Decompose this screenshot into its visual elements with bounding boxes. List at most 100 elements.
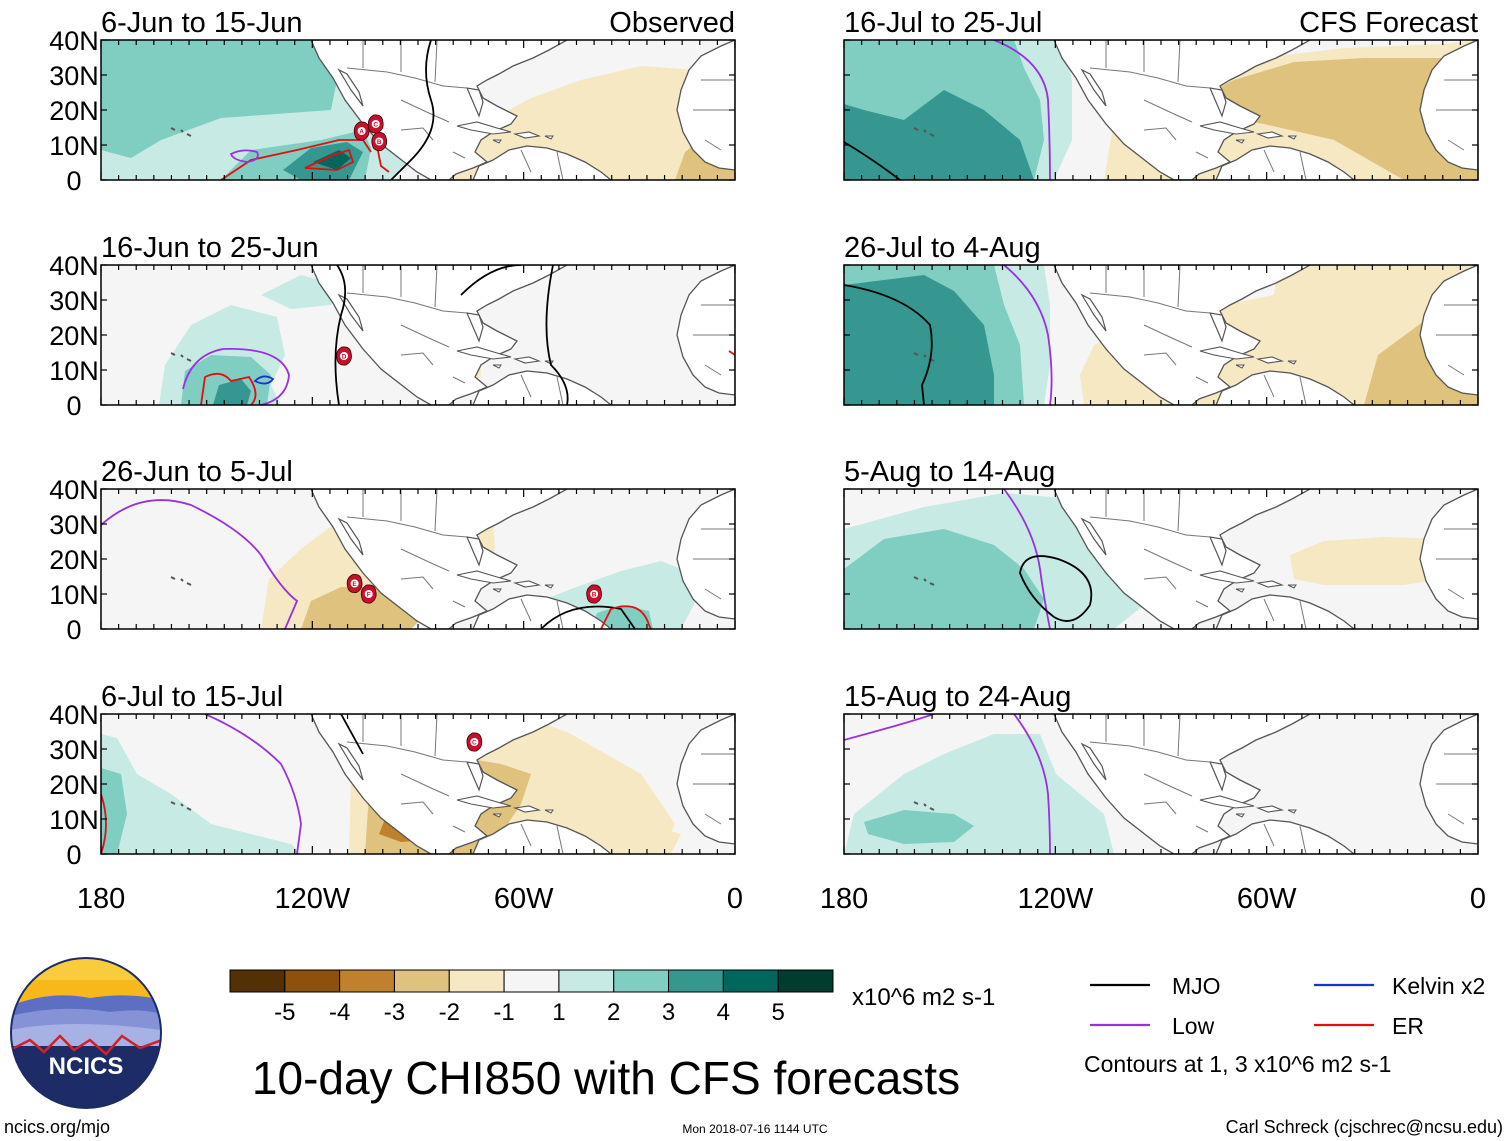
- colorbar: -5 -4 -3 -2 -1 1 2 3 4 5: [229, 969, 834, 1026]
- colorbar-label: 5: [772, 999, 785, 1026]
- colorbar-swatch: [558, 969, 615, 993]
- contour-line: [545, 265, 569, 405]
- lat-tick-label: 30N: [49, 735, 99, 765]
- lat-tick-label: 20N: [49, 545, 99, 575]
- footer-author: Carl Schreck (cjschrec@ncsu.edu): [1226, 1117, 1503, 1137]
- colorbar-label: 1: [552, 999, 565, 1026]
- lat-tick-label: 40N: [49, 700, 99, 730]
- contour-line: [220, 139, 372, 180]
- footer-url: ncics.org/mjo: [4, 1117, 110, 1137]
- lat-tick-label: 10N: [49, 580, 99, 610]
- lat-tick-label: 30N: [49, 286, 99, 316]
- panel-source-label: CFS Forecast: [1299, 7, 1478, 39]
- anomaly-region-p1: [101, 734, 301, 854]
- anomaly-region-p3: [213, 379, 251, 405]
- panel-title: 16-Jun to 25-Jun: [101, 232, 319, 264]
- lat-tick-label: 0: [66, 615, 81, 645]
- colorbar-label: 4: [717, 999, 730, 1026]
- colorbar-swatch: [503, 969, 560, 993]
- contour-line: [200, 372, 257, 405]
- contour-line: [390, 40, 435, 180]
- lon-tick-label: 120W: [274, 883, 350, 915]
- lon-tick-label: 120W: [1017, 883, 1093, 915]
- colorbar-swatch: [339, 969, 395, 993]
- svg-text:C: C: [472, 739, 477, 746]
- colorbar-label: -4: [329, 999, 350, 1026]
- colorbar-label: 2: [607, 999, 620, 1026]
- lat-tick-label: 30N: [49, 61, 99, 91]
- lon-tick-label: 60W: [1237, 883, 1297, 915]
- colorbar-swatch: [613, 969, 670, 993]
- contour-line: [1019, 555, 1093, 622]
- contour-line: [182, 348, 290, 405]
- panel-title: 5-Aug to 14-Aug: [844, 456, 1055, 488]
- panel-title: 26-Jul to 4-Aug: [844, 232, 1041, 264]
- svg-text:A: A: [359, 128, 364, 135]
- colorbar-label: -5: [274, 999, 295, 1026]
- colorbar-swatch: [229, 969, 286, 993]
- lat-tick-label: 20N: [49, 770, 99, 800]
- panel-title: 6-Jul to 15-Jul: [101, 681, 283, 713]
- anomaly-region-p2: [591, 605, 653, 629]
- lat-tick-label: 10N: [49, 356, 99, 386]
- anomaly-region-p2: [844, 529, 1044, 629]
- anomaly-region-p2: [864, 810, 974, 844]
- svg-text:C: C: [373, 121, 378, 128]
- colorbar-label: 3: [662, 999, 675, 1026]
- storm-marker-E: E: [346, 573, 363, 594]
- lat-tick-label: 40N: [49, 475, 99, 505]
- contour-line: [101, 499, 299, 629]
- contour-line: [253, 375, 275, 385]
- panel-title: 6-Jun to 15-Jun: [101, 7, 303, 39]
- contour-line: [340, 714, 364, 755]
- legend-label: ER: [1392, 1013, 1424, 1039]
- colorbar-swatch: [722, 969, 779, 993]
- svg-text:B: B: [377, 139, 382, 146]
- lat-tick-label: 20N: [49, 321, 99, 351]
- legend-label: MJO: [1172, 973, 1221, 999]
- lat-tick-label: 0: [66, 391, 81, 421]
- contour-line: [1013, 714, 1051, 854]
- lon-tick-label: 180: [820, 883, 868, 915]
- colorbar-label: -1: [493, 999, 514, 1026]
- contour-line: [1003, 489, 1051, 629]
- lat-tick-label: 20N: [49, 96, 99, 126]
- map-panel-fc3: 5-Aug to 14-Aug: [843, 456, 1479, 630]
- colorbar-units: x10^6 m2 s-1: [852, 984, 995, 1011]
- panel-title: 16-Jul to 25-Jul: [844, 7, 1042, 39]
- lon-tick-label: 180: [77, 883, 125, 915]
- legend: MJO Kelvin x2 Low ER: [1090, 973, 1485, 1039]
- main-title: 10-day CHI850 with CFS forecasts: [252, 1052, 960, 1104]
- logo-text: NCICS: [49, 1053, 124, 1080]
- map-panel-fc4: 15-Aug to 24-Aug 180 120W 60W 0: [820, 681, 1486, 915]
- storm-marker-C: C: [466, 732, 483, 752]
- colorbar-swatch: [668, 969, 724, 993]
- colorbar-label: -3: [384, 999, 405, 1026]
- contour-line: [600, 605, 652, 629]
- storm-marker-D: D: [336, 346, 352, 366]
- legend-label: Kelvin x2: [1392, 973, 1485, 999]
- lat-tick-label: 0: [66, 840, 81, 870]
- svg-text:E: E: [352, 581, 357, 588]
- lat-tick-label: 30N: [49, 510, 99, 540]
- contour-line: [728, 350, 735, 356]
- svg-text:D: D: [342, 353, 347, 360]
- contour-line: [844, 714, 935, 741]
- lon-tick-label: 0: [1470, 883, 1486, 915]
- lat-tick-label: 40N: [49, 26, 99, 56]
- svg-text:B: B: [592, 591, 597, 598]
- panel-title: 26-Jun to 5-Jul: [101, 456, 293, 488]
- anomaly-region-n2: [1174, 58, 1478, 180]
- lon-tick-label: 0: [727, 883, 743, 915]
- colorbar-swatch: [284, 969, 341, 993]
- storm-marker-B: B: [586, 584, 602, 604]
- colorbar-swatch: [448, 969, 505, 993]
- lat-tick-label: 10N: [49, 131, 99, 161]
- contour-line: [101, 793, 107, 854]
- panel-title: 15-Aug to 24-Aug: [844, 681, 1071, 713]
- svg-text:F: F: [367, 591, 371, 598]
